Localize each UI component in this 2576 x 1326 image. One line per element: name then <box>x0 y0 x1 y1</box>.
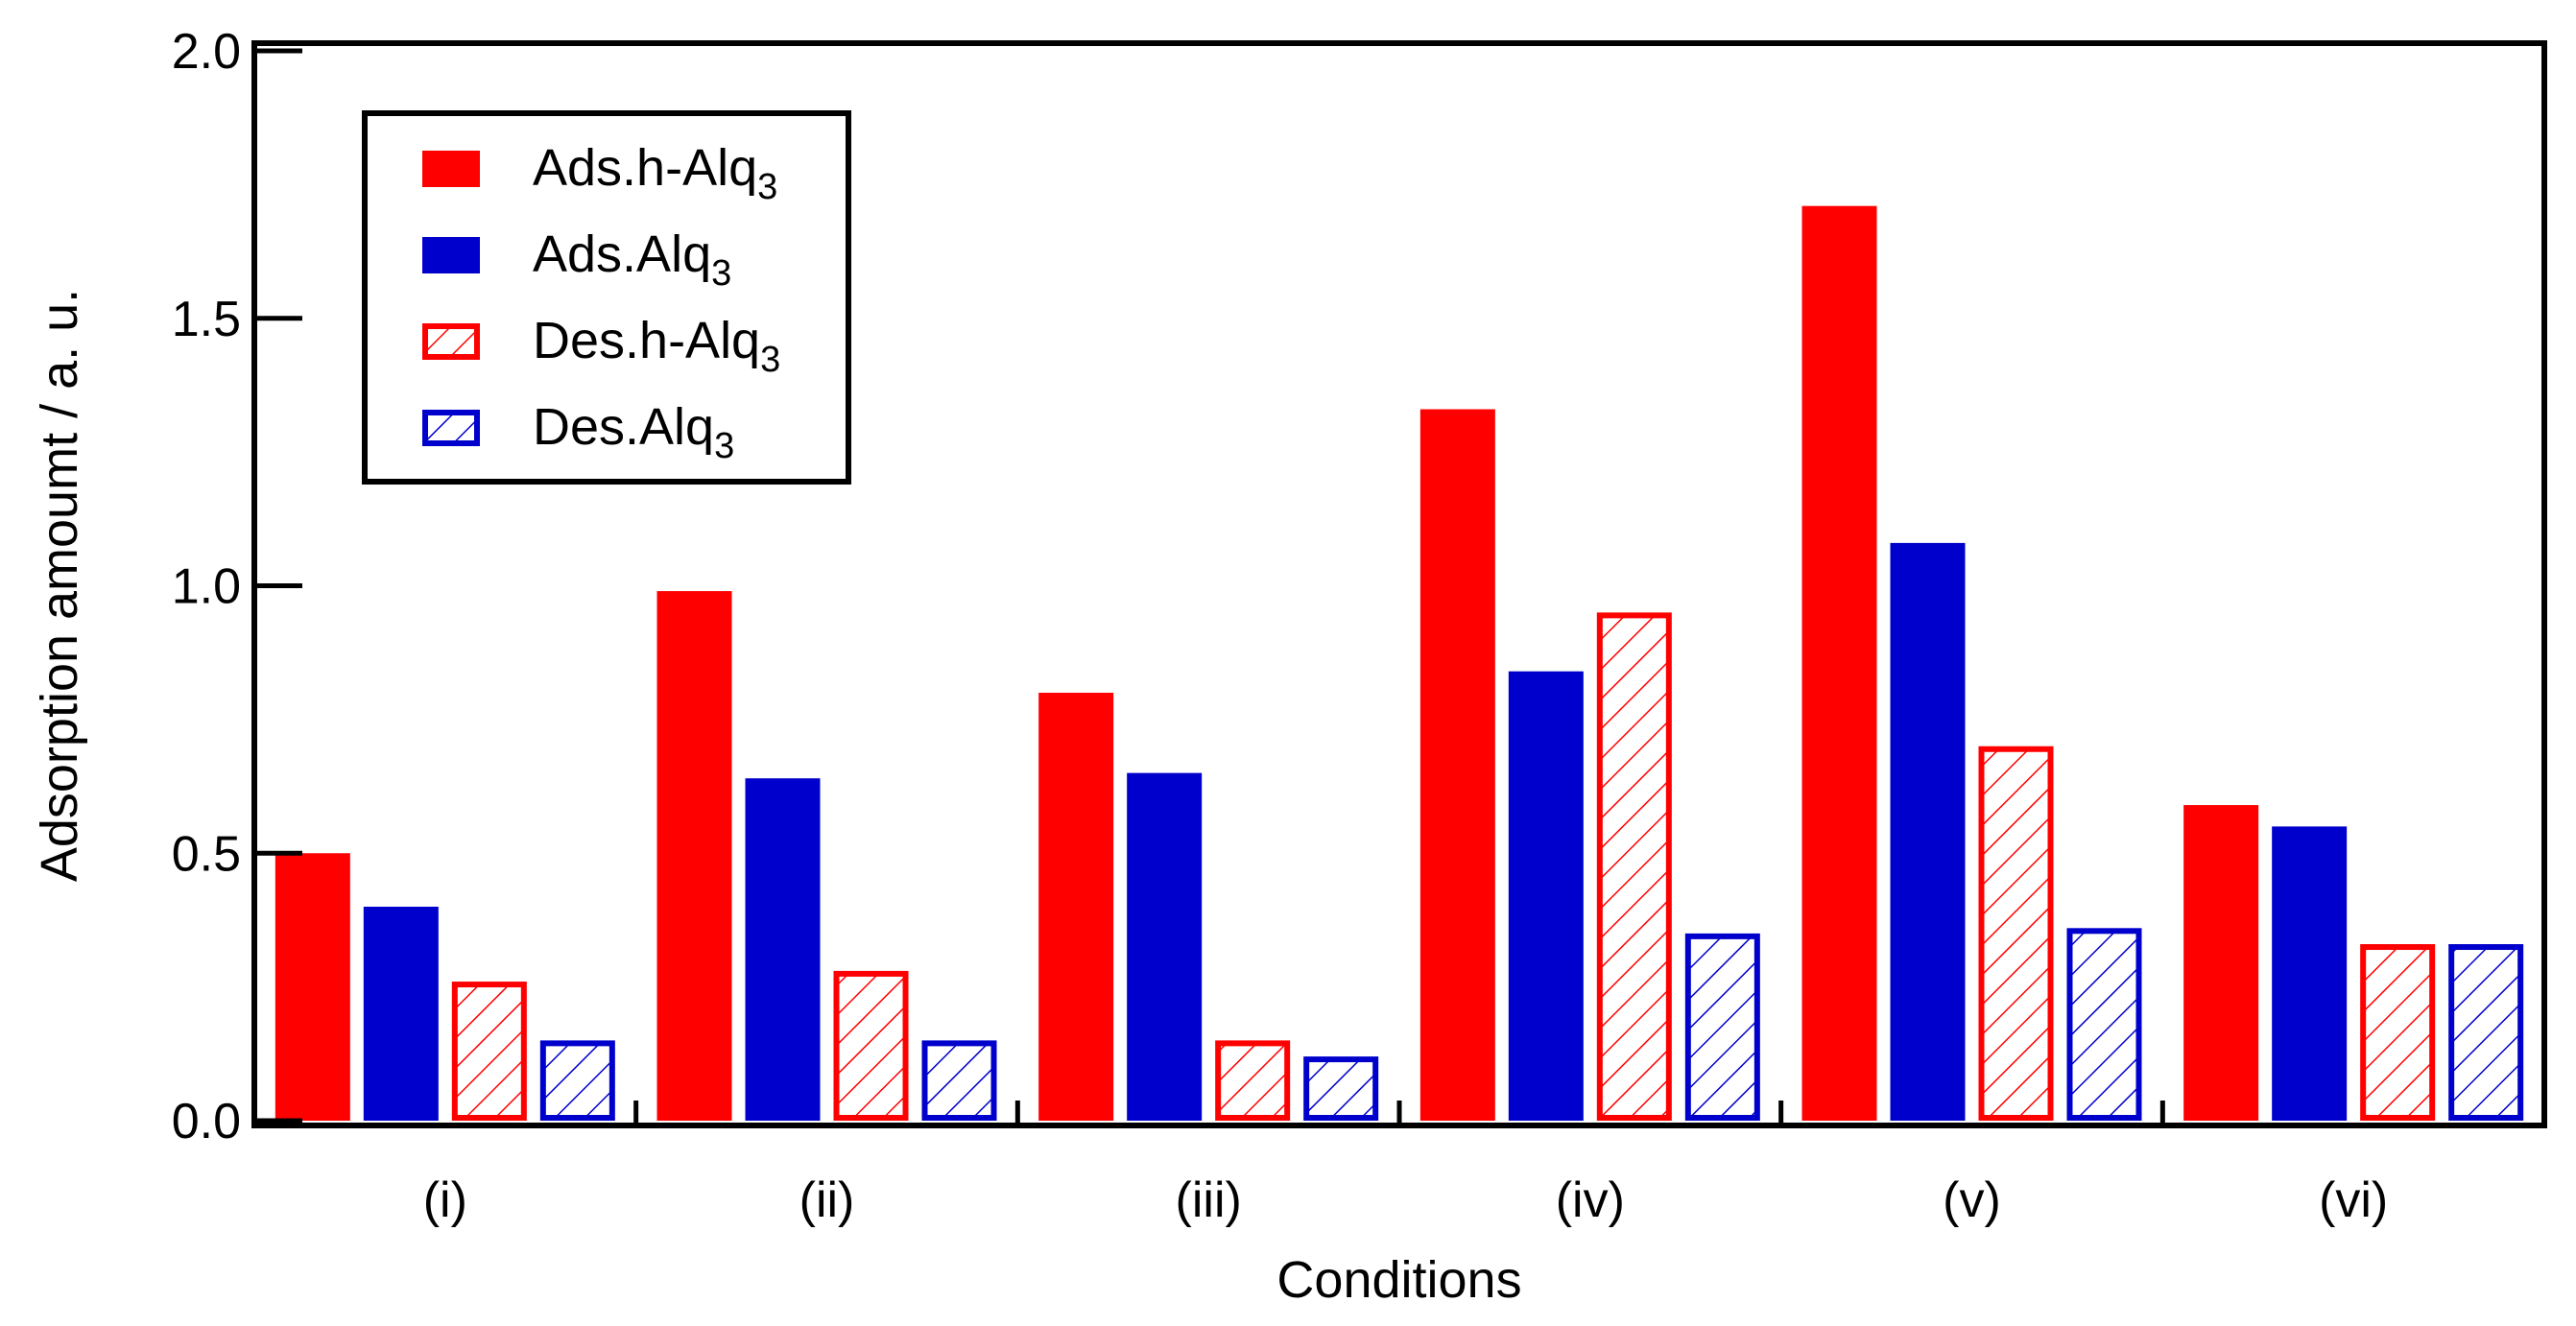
bar-3-4 <box>1596 612 1672 1121</box>
x-tick-label: (v) <box>1943 1172 2001 1228</box>
y-tick-label: 0.5 <box>172 826 241 882</box>
legend-swatch <box>422 151 480 187</box>
bar-1-3 <box>1038 693 1114 1121</box>
bar-1-2 <box>656 591 732 1121</box>
bar-2-2 <box>745 778 821 1121</box>
bar-4-6 <box>2448 944 2524 1122</box>
x-tick-label: (ii) <box>799 1172 855 1228</box>
y-axis-label: Adsorption amoumt / a. u. <box>31 289 88 882</box>
bar-3-2 <box>833 970 909 1122</box>
bar-1-5 <box>1801 205 1877 1122</box>
y-tick-label: 0.0 <box>172 1094 241 1149</box>
bar-2-5 <box>1890 542 1966 1121</box>
bar-2-6 <box>2272 826 2348 1121</box>
bar-1-1 <box>274 853 350 1121</box>
legend-swatch <box>422 237 480 273</box>
bar-3-5 <box>1978 746 2054 1121</box>
x-tick-label: (iv) <box>1556 1172 1625 1228</box>
x-tick-label: (vi) <box>2319 1172 2388 1228</box>
x-tick-label: (i) <box>423 1172 467 1228</box>
y-tick-label: 2.0 <box>172 24 241 80</box>
legend-swatch <box>422 323 480 360</box>
legend-label: Des.h-Alq3 <box>533 312 780 380</box>
legend-label: Ads.Alq3 <box>533 225 731 294</box>
axis-ticks: (i) (ii) (iii) (iv) (v) (vi) 0.0 0.5 1.0 1.5 2.0 <box>172 24 2389 1228</box>
legend-label: Des.Alq3 <box>533 398 734 466</box>
bar-3-6 <box>2360 944 2436 1122</box>
bar-4-3 <box>1303 1056 1379 1121</box>
bar-4-5 <box>2066 928 2142 1121</box>
bar-2-3 <box>1127 772 1203 1121</box>
bar-4-4 <box>1684 933 1760 1121</box>
bar-3-1 <box>451 982 527 1122</box>
bar-1-6 <box>2183 805 2259 1121</box>
legend: Ads.h-Alq3 Ads.Alq3 Des.h-Alq3 Des.Alq3 <box>362 110 851 485</box>
bar-1-4 <box>1419 409 1495 1121</box>
bar-4-2 <box>921 1040 997 1121</box>
bar-4-1 <box>539 1040 615 1121</box>
y-tick-label: 1.0 <box>172 559 241 615</box>
bar-2-4 <box>1508 671 1584 1121</box>
legend-swatch <box>422 410 480 446</box>
bars-layer <box>274 205 2524 1122</box>
x-axis-label: Conditions <box>1276 1251 1521 1309</box>
bar-2-1 <box>363 907 439 1121</box>
x-tick-label: (iii) <box>1176 1172 1242 1228</box>
y-tick-label: 1.5 <box>172 292 241 347</box>
bar-3-3 <box>1215 1040 1291 1121</box>
legend-label: Ads.h-Alq3 <box>533 139 777 207</box>
